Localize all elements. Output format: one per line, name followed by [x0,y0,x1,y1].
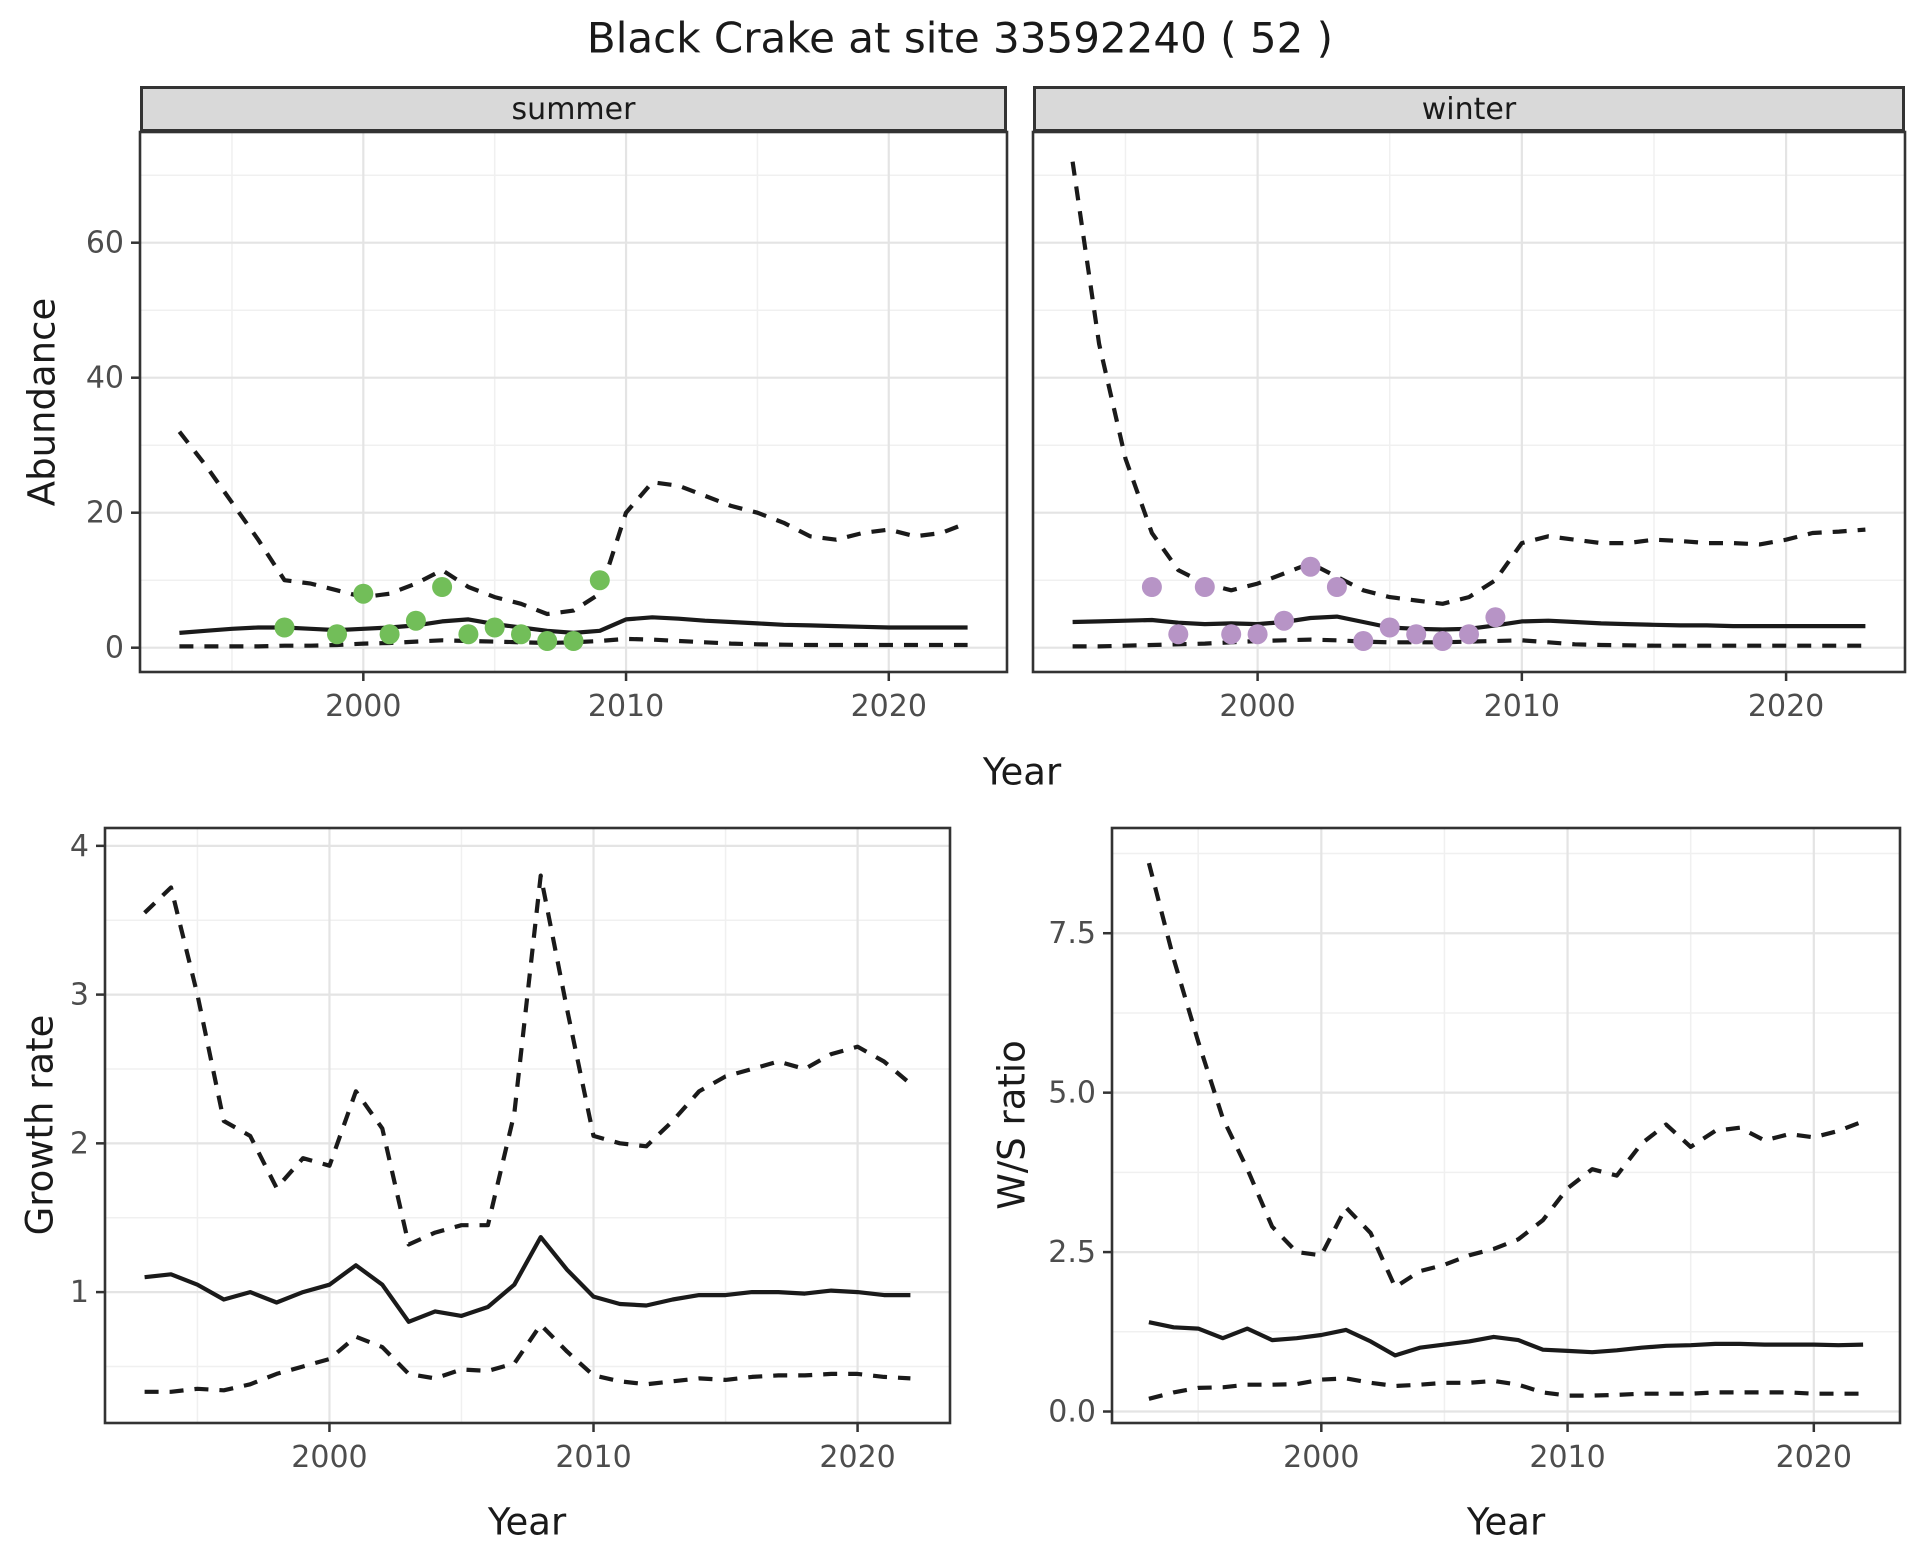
x-axis-title-year-bottom-right: Year [1466,1500,1546,1544]
svg-text:20: 20 [86,496,124,531]
x-axis-title-year-bottom-left: Year [487,1500,567,1544]
page-title: Black Crake at site 33592240 ( 52 ) [586,13,1334,63]
x-axis-title-year-top: Year [982,750,1062,794]
svg-text:2020: 2020 [851,689,927,724]
svg-text:2000: 2000 [1283,1440,1359,1475]
svg-text:2010: 2010 [588,689,664,724]
svg-text:2010: 2010 [1529,1440,1605,1475]
svg-text:2010: 2010 [555,1440,631,1475]
svg-text:0: 0 [105,631,124,666]
svg-text:2000: 2000 [1219,689,1295,724]
svg-text:2020: 2020 [819,1440,895,1475]
svg-text:1: 1 [70,1275,89,1310]
svg-text:3: 3 [70,978,89,1013]
svg-text:4: 4 [70,829,89,864]
y-axis-title-abundance: Abundance [20,297,64,507]
svg-text:7.5: 7.5 [1048,916,1096,951]
svg-text:2010: 2010 [1484,689,1560,724]
svg-text:2000: 2000 [291,1440,367,1475]
svg-text:0.0: 0.0 [1048,1395,1096,1430]
svg-text:5.0: 5.0 [1048,1076,1096,1111]
facet-strip-winter-label: winter [1421,91,1517,127]
svg-text:2.5: 2.5 [1048,1235,1096,1270]
facet-strip-winter: winter [1033,86,1905,132]
y-axis-title-ws-ratio: W/S ratio [990,1040,1034,1210]
y-axis-title-growth-rate: Growth rate [18,1014,62,1236]
svg-text:40: 40 [86,361,124,396]
svg-text:2000: 2000 [325,689,401,724]
svg-text:2020: 2020 [1776,1440,1852,1475]
facet-strip-summer: summer [140,86,1007,132]
svg-text:60: 60 [86,226,124,261]
facet-strip-summer-label: summer [511,91,636,127]
svg-text:2020: 2020 [1748,689,1824,724]
svg-text:2: 2 [70,1126,89,1161]
